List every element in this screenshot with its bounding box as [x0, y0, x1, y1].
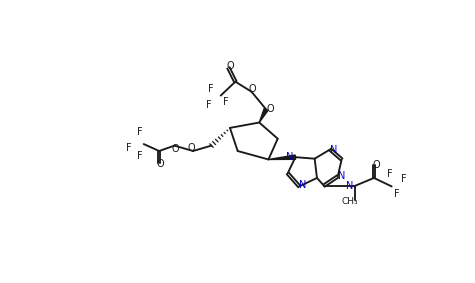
Text: O: O [248, 84, 256, 95]
Text: O: O [171, 144, 179, 154]
Text: O: O [226, 61, 234, 71]
Text: N: N [330, 145, 338, 155]
Text: N: N [338, 171, 345, 181]
Polygon shape [268, 155, 295, 159]
Text: F: F [223, 97, 229, 107]
Polygon shape [259, 108, 268, 123]
Text: F: F [137, 127, 142, 137]
Text: N: N [286, 152, 294, 162]
Text: F: F [387, 169, 392, 179]
Text: F: F [208, 84, 214, 95]
Text: O: O [157, 159, 164, 169]
Text: O: O [372, 160, 380, 170]
Text: O: O [266, 104, 274, 114]
Text: F: F [394, 189, 400, 199]
Text: N: N [346, 181, 354, 191]
Text: N: N [299, 180, 307, 190]
Text: O: O [188, 143, 195, 153]
Text: F: F [125, 143, 131, 153]
Text: F: F [137, 151, 142, 161]
Text: F: F [206, 100, 212, 110]
Text: CH₃: CH₃ [341, 197, 358, 205]
Text: F: F [401, 174, 407, 184]
